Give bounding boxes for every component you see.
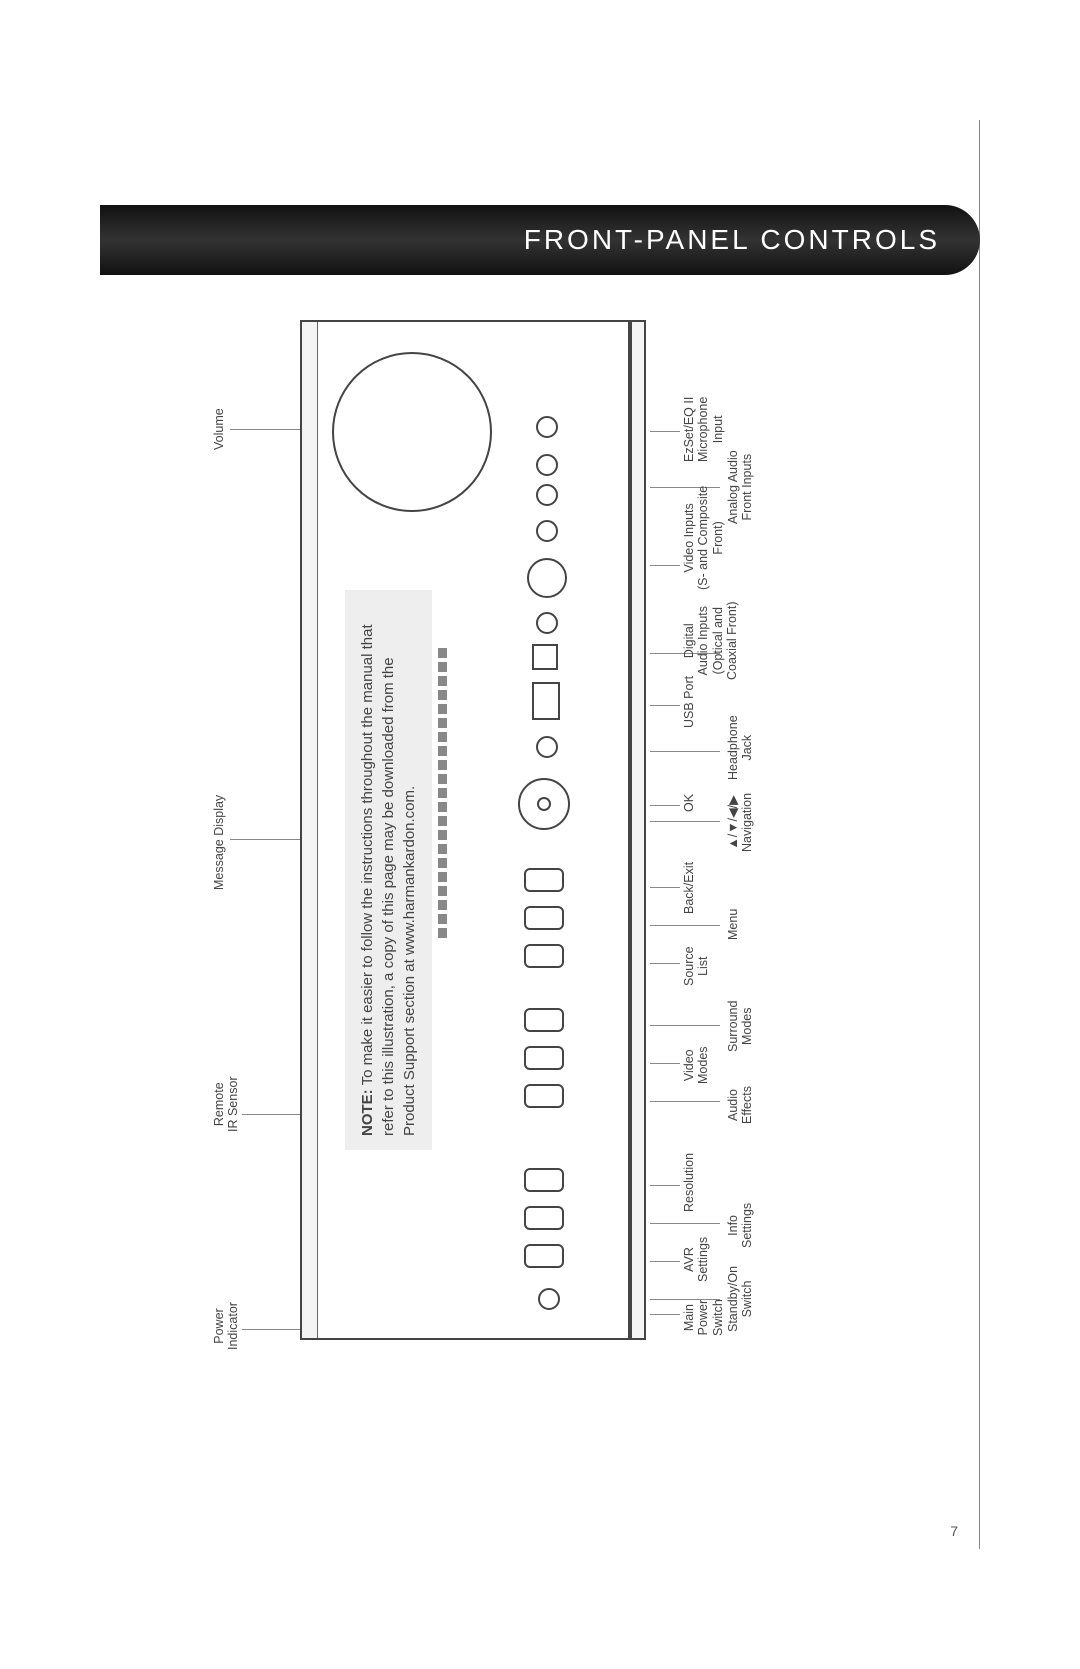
label-ok: OK [682,794,696,812]
label-standby: Standby/On Switch [726,1266,755,1332]
button-cluster-a [524,1168,564,1268]
label-info-settings: Info Settings [726,1203,755,1248]
leader [650,925,720,926]
label-message-display: Message Display [212,795,226,890]
button-source-list [524,944,564,968]
leader [650,751,720,752]
chassis-base [630,320,646,1340]
label-digital-audio: Digital Audio Inputs (Optical and Coaxia… [682,602,740,681]
label-video-modes: Video Modes [682,1046,711,1084]
label-navigation: ▲/▼/◀/▶ Navigation [726,793,755,852]
label-headphone: Headphone Jack [726,715,755,780]
button-info [524,1206,564,1230]
leader [650,805,680,806]
usb-port-icon [532,682,560,720]
button-audio-effects [524,1084,564,1108]
composite-input-icon [536,520,558,542]
label-source-list: Source List [682,946,711,986]
leader [650,1314,680,1315]
analog-r-input-icon [536,454,558,476]
header-band: FRONT-PANEL CONTROLS [100,205,980,275]
button-cluster-c [524,868,564,968]
leader [650,887,680,888]
leader [650,821,720,822]
button-avr-settings [524,1244,564,1268]
leader [650,565,680,566]
page-heading: FRONT-PANEL CONTROLS [524,224,940,256]
label-usb: USB Port [682,676,696,728]
leader [650,963,680,964]
volume-knob [332,352,492,512]
label-power-indicator: Power Indicator [212,1302,241,1350]
label-back-exit: Back/Exit [682,862,696,914]
svideo-input-icon [527,558,567,598]
button-surround-modes [524,1008,564,1032]
power-button-icon [538,1288,560,1310]
button-resolution [524,1168,564,1192]
label-avr-settings: AVR Settings [682,1237,711,1282]
headphone-jack-icon [536,736,558,758]
button-menu [524,906,564,930]
button-cluster-b [524,1008,564,1108]
label-audio-effects: Audio Effects [726,1086,755,1124]
leader [650,1223,720,1224]
optical-input-icon [532,644,558,670]
leader [650,1101,720,1102]
label-remote-ir: Remote IR Sensor [212,1076,241,1132]
leader [650,1063,680,1064]
label-resolution: Resolution [682,1153,696,1212]
leader [650,1025,720,1026]
leader [650,431,680,432]
leader [650,1185,680,1186]
leader [650,705,680,706]
front-panel-diagram: Power Indicator Remote IR Sensor Message… [180,280,900,1380]
note-block: NOTE: To make it easier to follow the in… [345,590,432,1150]
note-prefix: NOTE: [359,1089,376,1136]
label-main-power: Main Power Switch [682,1299,725,1336]
label-menu: Menu [726,909,740,940]
coaxial-input-icon [536,612,558,634]
label-volume: Volume [212,408,226,450]
label-analog-audio: Analog Audio Front Inputs [726,450,755,524]
label-surround-modes: Surround Modes [726,1001,755,1052]
label-ezset: EzSet/EQ II Microphone Input [682,397,725,462]
navigation-pad-icon [518,778,570,830]
chassis-top-strip [302,322,318,1338]
leader [650,1261,680,1262]
ezset-mic-input-icon [536,416,558,438]
label-video-inputs: Video Inputs (S- and Composite Front) [682,486,725,590]
page-number: 7 [950,1523,958,1539]
analog-l-input-icon [536,484,558,506]
note-text: To make it easier to follow the instruct… [359,624,418,1136]
button-back-exit [524,868,564,892]
button-video-modes [524,1046,564,1070]
